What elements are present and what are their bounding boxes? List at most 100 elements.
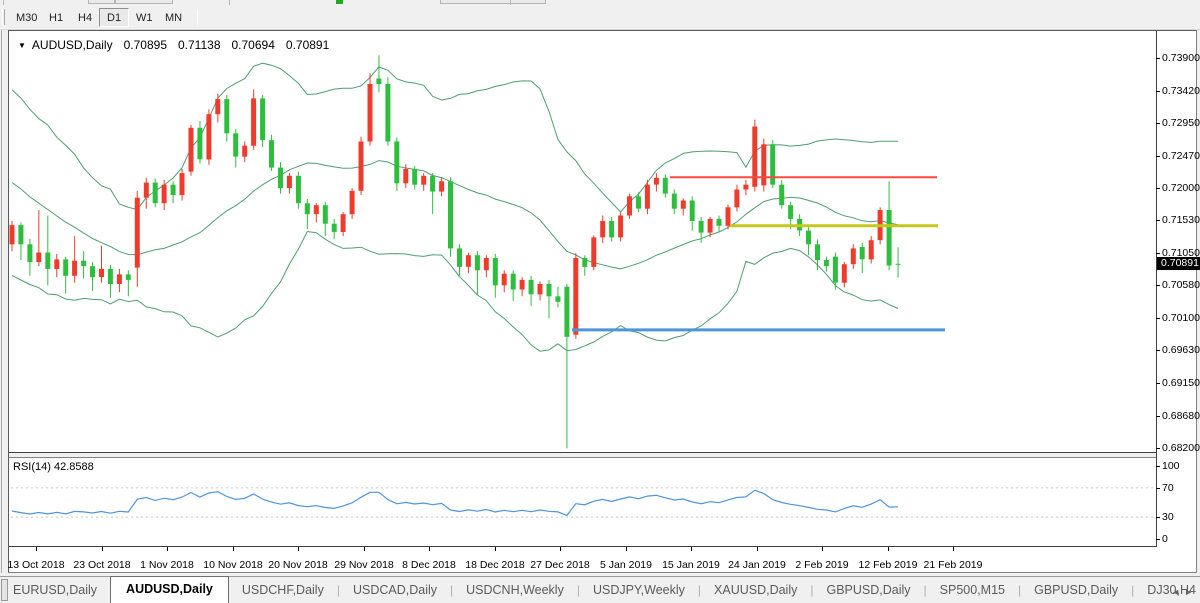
- tab-eurusd-daily[interactable]: EURUSD,Daily: [13, 583, 98, 597]
- candle-body: [394, 141, 400, 184]
- candle-body: [385, 84, 391, 142]
- tab-xauusd-daily[interactable]: XAUUSD,Daily: [714, 583, 798, 597]
- candle-body: [215, 99, 221, 115]
- price-axis-tick: [1156, 188, 1160, 189]
- date-axis-tick: [757, 547, 758, 551]
- tab-dj30-h4[interactable]: DJ30,H4: [1147, 583, 1196, 597]
- timeframe-button-mn[interactable]: MN: [165, 12, 183, 24]
- candle-body: [474, 255, 480, 271]
- tab-audusd-daily[interactable]: AUDUSD,Daily: [110, 576, 229, 603]
- candle-body: [269, 140, 274, 168]
- candle: [116, 268, 122, 293]
- candle: [286, 173, 292, 194]
- price-axis-label: 0.70100: [1162, 312, 1200, 324]
- tab-scroll-right-icon[interactable]: ►: [1184, 587, 1197, 597]
- ohlc-close: 0.70891: [285, 38, 330, 52]
- candle-body: [349, 190, 355, 215]
- collapse-triangle-icon[interactable]: ▼: [18, 40, 26, 50]
- candle-body: [260, 98, 266, 141]
- pane-border: [9, 546, 1156, 547]
- candle: [376, 55, 382, 93]
- current-price-badge: 0.70891: [1157, 257, 1200, 270]
- top-toolbar-remnant: [0, 0, 1200, 5]
- candle: [689, 196, 695, 231]
- candle: [161, 179, 167, 210]
- candle: [304, 199, 310, 230]
- symbol-tab-bar: EURUSD,Daily AUDUSD,Daily USDCHF,Daily | USD…: [0, 576, 1200, 603]
- candle-body: [457, 248, 462, 267]
- candle: [385, 77, 391, 146]
- toolbar-green-icon: [336, 0, 343, 4]
- price-axis-tick: [1156, 253, 1160, 254]
- timeframe-button-h4[interactable]: H4: [78, 12, 93, 24]
- candle-body: [367, 84, 373, 142]
- price-axis-tick: [1156, 448, 1160, 449]
- tab-separator: |: [1131, 583, 1135, 597]
- tab-usdcnh-weekly[interactable]: USDCNH,Weekly: [466, 583, 564, 597]
- date-axis-label: 13 Oct 2018: [7, 559, 65, 571]
- candle-body: [107, 268, 113, 284]
- tab-gbpusd-daily[interactable]: GBPUSD,Daily: [826, 583, 911, 597]
- candle: [680, 198, 686, 216]
- candle-body: [483, 258, 489, 271]
- timeframe-button-d1[interactable]: D1: [99, 8, 130, 27]
- date-axis-tick: [560, 547, 561, 551]
- candle-body: [698, 221, 704, 233]
- tab-usdchf-daily[interactable]: USDCHF,Daily: [241, 583, 324, 597]
- candle-body: [743, 184, 749, 190]
- candle-body: [868, 240, 874, 260]
- tab-bar-grip[interactable]: [1, 579, 8, 601]
- timeframe-button-m30[interactable]: M30: [16, 12, 38, 24]
- rsi-line: [11, 489, 899, 517]
- candle: [107, 264, 113, 298]
- candle: [528, 275, 534, 306]
- candle: [54, 253, 60, 278]
- date-axis-label: 1 Nov 2018: [140, 559, 194, 571]
- tab-separator: |: [810, 583, 814, 597]
- candle: [63, 256, 69, 294]
- candle-body: [421, 175, 427, 185]
- candle: [18, 222, 24, 260]
- toolbar-grip[interactable]: [2, 9, 5, 25]
- candle: [841, 262, 847, 288]
- price-axis-label: 0.69630: [1162, 344, 1200, 356]
- price-axis-label: 0.70580: [1162, 279, 1200, 291]
- date-axis-label: 8 Dec 2018: [402, 559, 456, 571]
- price-axis-tick: [1156, 318, 1160, 319]
- rsi-axis-tick: [1156, 466, 1160, 467]
- tab-scroll-left-icon[interactable]: ◄: [1171, 587, 1185, 597]
- candle: [36, 210, 42, 267]
- price-axis-label: 0.72470: [1162, 150, 1200, 162]
- date-axis-tick: [233, 547, 234, 551]
- candle: [322, 201, 328, 237]
- date-axis-tick: [364, 547, 365, 551]
- price-axis-tick: [1156, 123, 1160, 124]
- price-axis-label: 0.73900: [1162, 52, 1200, 64]
- date-axis-tick: [691, 547, 692, 551]
- rsi-indicator-canvas[interactable]: [9, 458, 1156, 546]
- candle-body: [170, 184, 176, 195]
- tab-usdcad-daily[interactable]: USDCAD,Daily: [352, 583, 437, 597]
- candle-body: [895, 263, 901, 265]
- candle: [850, 244, 856, 269]
- tab-sp500-m15[interactable]: SP500,M15: [939, 583, 1005, 597]
- price-axis-tick: [1156, 350, 1160, 351]
- candle: [72, 236, 78, 283]
- candle-body: [788, 205, 794, 219]
- timeframe-button-w1[interactable]: W1: [136, 12, 153, 24]
- candle-body: [322, 205, 328, 224]
- price-chart-canvas[interactable]: [9, 31, 1156, 452]
- date-axis-label: 10 Nov 2018: [203, 559, 263, 571]
- pane-separator[interactable]: [9, 452, 1156, 458]
- tab-usdjpy-weekly[interactable]: USDJPY,Weekly: [592, 583, 685, 597]
- candle: [242, 141, 248, 163]
- price-axis-label: 0.69150: [1162, 377, 1200, 389]
- tab-gbpusd-daily[interactable]: GBPUSD,Daily: [1034, 583, 1119, 597]
- timeframe-button-h1[interactable]: H1: [49, 12, 64, 24]
- candle: [618, 212, 624, 242]
- candle-body: [403, 168, 409, 184]
- candle: [349, 188, 355, 219]
- candle-body: [815, 244, 820, 261]
- price-axis-label: 0.68680: [1162, 410, 1200, 422]
- candle-body: [224, 99, 230, 134]
